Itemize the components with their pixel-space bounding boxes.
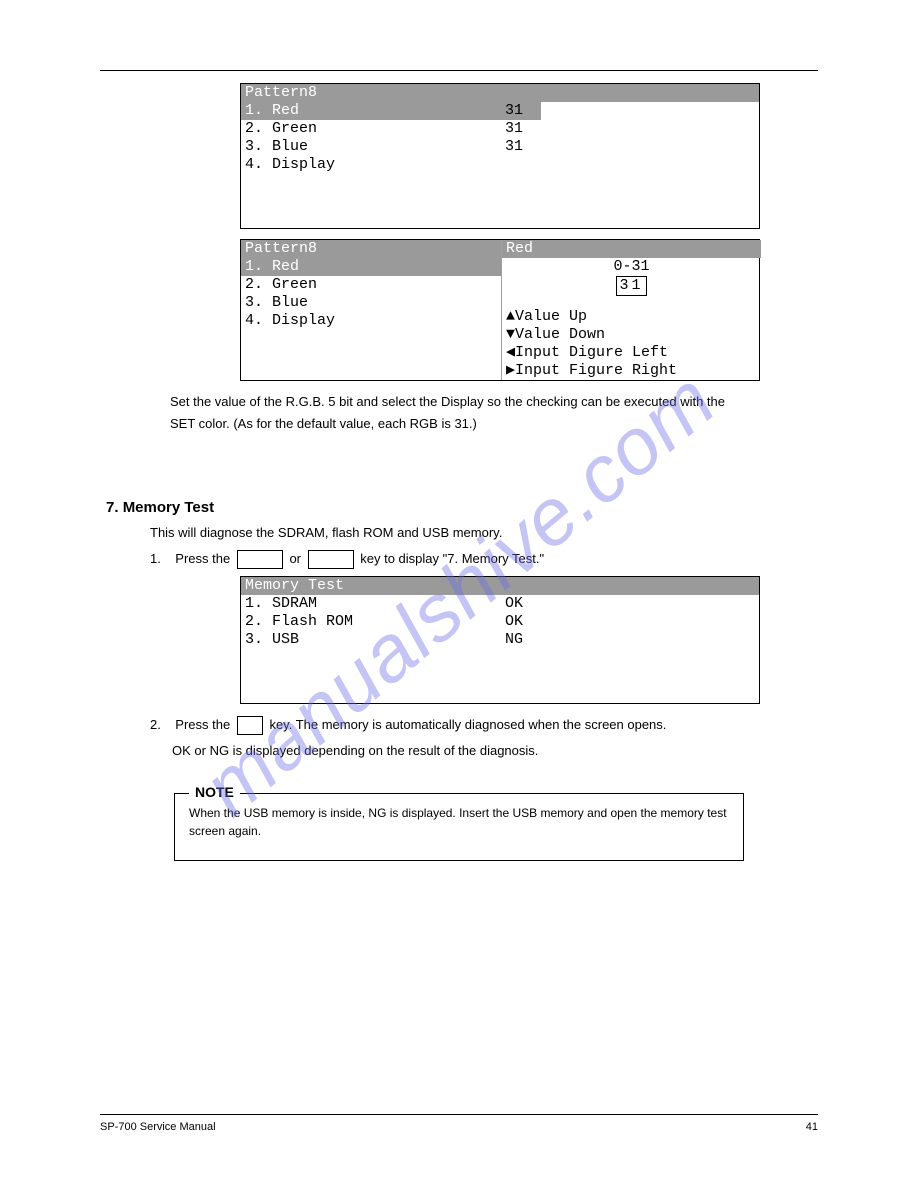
note-label: NOTE bbox=[189, 784, 240, 800]
step2-pre: 2. Press the bbox=[150, 717, 230, 732]
panel1-selected-label: 1. Red bbox=[241, 102, 501, 120]
panel2-range: 0-31 bbox=[502, 258, 761, 276]
list-label: 3. Blue bbox=[241, 138, 501, 156]
list-item: 3. Blue bbox=[241, 294, 501, 312]
section-intro: This will diagnose the SDRAM, flash ROM … bbox=[150, 522, 818, 544]
list-val: OK bbox=[501, 613, 527, 631]
step1-post: key to display "7. Memory Test." bbox=[360, 551, 544, 566]
list-val: NG bbox=[501, 631, 527, 649]
panel2-valuebox-wrap: 31 bbox=[502, 276, 761, 296]
help-line: ▶Input Figure Right bbox=[502, 362, 761, 380]
top-rule bbox=[100, 70, 818, 71]
list-label: 2. Flash ROM bbox=[241, 613, 501, 631]
panel3-title: Memory Test bbox=[241, 577, 759, 595]
section-number: 7. bbox=[106, 499, 119, 516]
panel2-right-title: Red bbox=[502, 240, 761, 258]
help-line: ▼Value Down bbox=[502, 326, 761, 344]
list-label: 2. Green bbox=[241, 120, 501, 138]
list-item: 3. Blue 31 bbox=[241, 138, 759, 156]
panel2-description: Set the value of the R.G.B. 5 bit and se… bbox=[170, 391, 730, 435]
section-step-2b: OK or NG is displayed depending on the r… bbox=[172, 740, 818, 762]
section-step-1: 1. Press the or key to display "7. Memor… bbox=[150, 548, 818, 570]
panel-pattern8-list: Pattern8 1. Red 31 2. Green 31 3. Blue 3… bbox=[240, 83, 760, 229]
page-footer: SP-700 Service Manual 41 bbox=[100, 1114, 818, 1133]
footer-right: 41 bbox=[806, 1121, 818, 1133]
key-box bbox=[237, 716, 263, 735]
list-label: 3. Blue bbox=[241, 294, 501, 312]
help-line: ▲Value Up bbox=[502, 308, 761, 326]
list-item: 2. Green 31 bbox=[241, 120, 759, 138]
list-val: OK bbox=[501, 595, 527, 613]
panel1-selected-row: 1. Red 31 bbox=[241, 102, 759, 120]
panel-pattern8-edit: Pattern8 1. Red 2. Green 3. Blue 4. Disp… bbox=[240, 239, 760, 381]
panel2-selected-label: 1. Red bbox=[241, 258, 501, 276]
panel1-selected-val: 31 bbox=[501, 102, 541, 120]
step2-post: key. The memory is automatically diagnos… bbox=[269, 717, 666, 732]
list-val: 31 bbox=[501, 138, 527, 156]
section-heading: Memory Test bbox=[123, 499, 214, 516]
step1-pre: 1. Press the bbox=[150, 551, 230, 566]
panel1-title: Pattern8 bbox=[241, 84, 759, 102]
panel2-value: 31 bbox=[616, 276, 646, 296]
list-label: 4. Display bbox=[241, 156, 501, 174]
list-item: 1. SDRAM OK bbox=[241, 595, 759, 613]
list-label: 1. SDRAM bbox=[241, 595, 501, 613]
section-memory-title: 7. Memory Test bbox=[106, 499, 818, 516]
list-item: 3. USB NG bbox=[241, 631, 759, 649]
footer-left: SP-700 Service Manual bbox=[100, 1121, 216, 1133]
list-item: 4. Display bbox=[241, 156, 759, 174]
list-val: 31 bbox=[501, 120, 527, 138]
list-item: 4. Display bbox=[241, 312, 501, 330]
section-step-2: 2. Press the key. The memory is automati… bbox=[150, 714, 818, 736]
list-label: 2. Green bbox=[241, 276, 501, 294]
key-box bbox=[308, 550, 354, 569]
note-body: When the USB memory is inside, NG is dis… bbox=[175, 794, 743, 846]
list-item: 2. Flash ROM OK bbox=[241, 613, 759, 631]
panel-memory-test: Memory Test 1. SDRAM OK 2. Flash ROM OK … bbox=[240, 576, 760, 704]
panel2-left-title: Pattern8 bbox=[241, 240, 501, 258]
spacer bbox=[502, 296, 761, 308]
list-item: 2. Green bbox=[241, 276, 501, 294]
list-label: 4. Display bbox=[241, 312, 501, 330]
key-box bbox=[237, 550, 283, 569]
list-label: 3. USB bbox=[241, 631, 501, 649]
panel2-selected-row: 1. Red bbox=[241, 258, 501, 276]
list-val bbox=[501, 156, 509, 174]
note-box: NOTE When the USB memory is inside, NG i… bbox=[174, 793, 744, 861]
help-line: ◀Input Digure Left bbox=[502, 344, 761, 362]
step1-mid: or bbox=[289, 551, 301, 566]
